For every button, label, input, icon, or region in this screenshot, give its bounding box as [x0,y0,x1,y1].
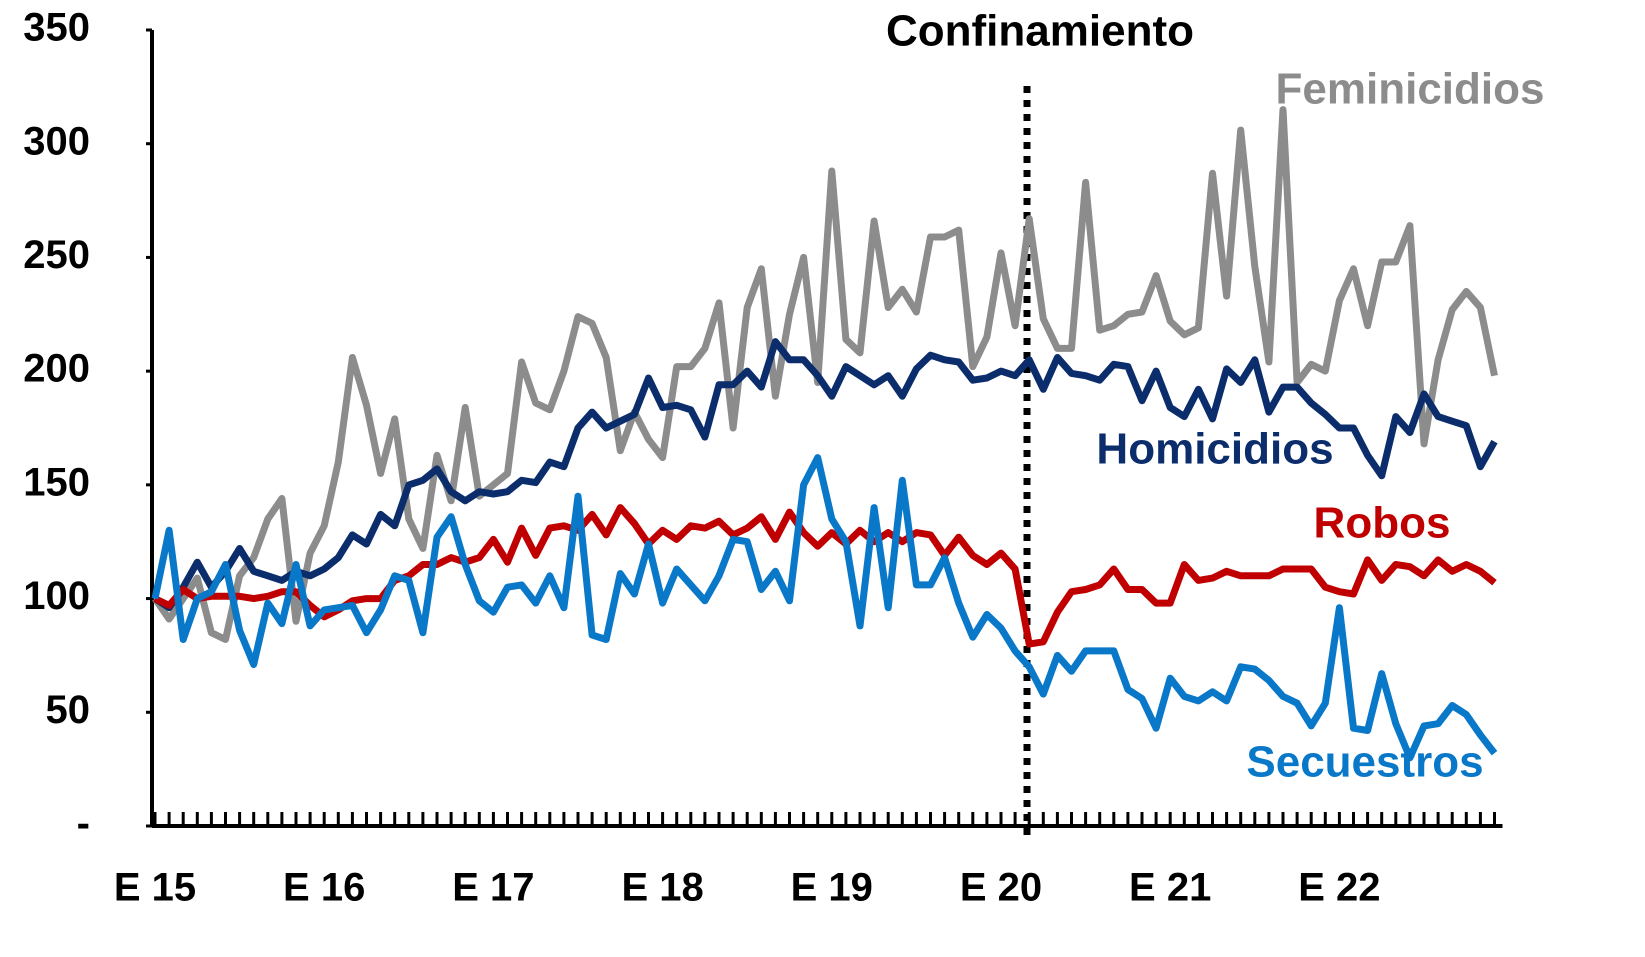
y-tick-label: 200 [23,347,90,391]
series-label: Robos [1314,499,1451,548]
series-line [153,338,1498,612]
x-tick-label: E 15 [114,866,196,910]
series-line [153,504,1497,648]
series-label: Homicidios [1096,425,1333,474]
x-tick-label: E 19 [791,866,873,910]
y-tick-label: 50 [46,688,91,732]
x-tick-label: E 18 [621,866,703,910]
series-label: Feminicidios [1276,65,1545,114]
x-tick-label: E 20 [960,866,1042,910]
x-tick-label: E 17 [452,866,534,910]
y-tick-label: 100 [23,574,90,618]
x-tick-label: E 22 [1298,866,1380,910]
y-tick-label: 350 [23,6,90,50]
y-tick-label: 250 [23,233,90,277]
x-tick-label: E 21 [1129,866,1211,910]
series-label: Secuestros [1246,738,1483,787]
y-tick-label: 150 [23,460,90,504]
y-tick-label: 300 [23,119,90,163]
annotation: Confinamiento [886,7,1194,56]
series-line [152,106,1498,643]
series-line [151,454,1498,762]
x-tick-label: E 16 [283,866,365,910]
y-tick-label: - [77,802,90,846]
